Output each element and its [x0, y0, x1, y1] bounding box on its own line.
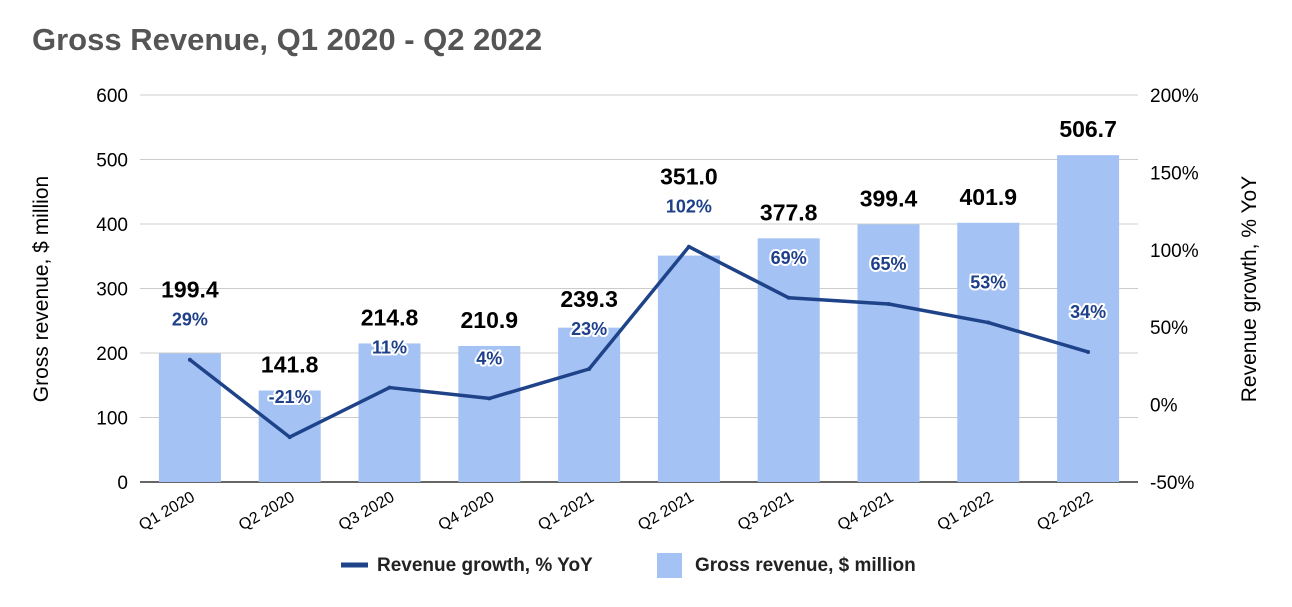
revenue-data-label: 199.4 [161, 277, 219, 303]
growth-point [387, 385, 392, 390]
y-tick-label: 600 [96, 86, 128, 107]
bar [358, 343, 421, 482]
right-axis: -50% 0% 50% 100% 150% 200% [1150, 86, 1199, 494]
x-tick-label: Q4 2021 [835, 489, 897, 534]
growth-data-label: 102% [666, 197, 712, 217]
growth-point [487, 396, 492, 401]
legend-bar-swatch [657, 553, 682, 578]
x-tick-label: Q1 2022 [935, 489, 997, 534]
x-tick-label: Q2 2020 [236, 489, 298, 534]
y-tick-label: 0 [117, 473, 128, 494]
legend-label-revenue: Gross revenue, $ million [695, 555, 916, 576]
y2-tick-label: 150% [1150, 163, 1199, 184]
growth-data-label: -21% [269, 387, 311, 407]
bar [657, 255, 720, 482]
x-tick-label: Q4 2020 [436, 489, 498, 534]
y2-axis-title: Revenue growth, % YoY [1238, 176, 1261, 403]
legend: Revenue growth, % YoY Gross revenue, $ m… [341, 553, 916, 578]
bar [458, 345, 521, 482]
revenue-data-label: 210.9 [461, 307, 519, 333]
y2-tick-label: -50% [1150, 473, 1194, 494]
legend-label-growth: Revenue growth, % YoY [377, 555, 593, 576]
revenue-data-label: 377.8 [760, 199, 818, 225]
bar [957, 222, 1020, 482]
bar [1057, 155, 1120, 482]
line-data-labels: 29% -21% 11% 4% 23% 102% 69% 65% 53% 34% [170, 195, 1108, 409]
revenue-data-label: 506.7 [1059, 116, 1117, 142]
y-tick-label: 400 [96, 215, 128, 236]
bar [558, 327, 621, 482]
y2-tick-label: 50% [1150, 318, 1188, 339]
growth-data-label: 23% [571, 319, 607, 339]
y2-tick-label: 200% [1150, 86, 1199, 107]
y-tick-label: 500 [96, 151, 128, 172]
growth-point [786, 295, 791, 300]
growth-point [886, 301, 891, 306]
x-tick-label: Q1 2021 [535, 489, 597, 534]
y-tick-label: 100 [96, 409, 128, 430]
revenue-data-label: 399.4 [860, 185, 918, 211]
growth-point [986, 320, 991, 325]
revenue-data-label: 401.9 [960, 184, 1018, 210]
growth-point [587, 366, 592, 371]
bar [158, 353, 221, 482]
growth-point [1086, 349, 1091, 354]
x-tick-label: Q3 2021 [735, 489, 797, 534]
bar [757, 238, 820, 482]
x-axis-labels: Q1 2020 Q2 2020 Q3 2020 Q4 2020 Q1 2021 Q2 20… [136, 489, 1096, 534]
line-series [187, 244, 1091, 440]
growth-data-label: 29% [172, 310, 208, 330]
growth-data-label: 65% [870, 254, 906, 274]
x-tick-label: Q2 2022 [1034, 489, 1096, 534]
growth-line [188, 244, 1089, 439]
x-tick-label: Q3 2020 [336, 489, 398, 534]
x-tick-label: Q2 2021 [635, 489, 697, 534]
x-tick-label: Q1 2020 [136, 489, 198, 534]
chart-title: Gross Revenue, Q1 2020 - Q2 2022 [32, 22, 543, 57]
bar-data-labels: 199.4 141.8 214.8 210.9 239.3 351.0 377.8 399.4… [161, 116, 1117, 377]
y2-tick-label: 0% [1150, 396, 1178, 417]
growth-data-label: 4% [476, 348, 502, 368]
revenue-data-label: 351.0 [660, 164, 718, 190]
bar [857, 224, 920, 482]
revenue-data-label: 141.8 [261, 352, 319, 378]
y-axis-title: Gross revenue, $ million [30, 176, 53, 402]
growth-point [686, 244, 691, 249]
y2-tick-label: 100% [1150, 241, 1199, 262]
growth-data-label: 69% [771, 248, 807, 268]
y-tick-label: 200 [96, 344, 128, 365]
left-axis: 0 100 200 300 400 500 600 [96, 86, 128, 494]
revenue-data-label: 239.3 [560, 286, 618, 312]
growth-data-label: 34% [1070, 302, 1106, 322]
bar-series [158, 155, 1120, 482]
growth-point [187, 357, 192, 362]
y-tick-label: 300 [96, 280, 128, 301]
growth-data-label: 53% [970, 273, 1006, 293]
growth-data-label: 11% [372, 338, 407, 358]
revenue-data-label: 214.8 [361, 304, 419, 330]
growth-point [287, 435, 292, 440]
